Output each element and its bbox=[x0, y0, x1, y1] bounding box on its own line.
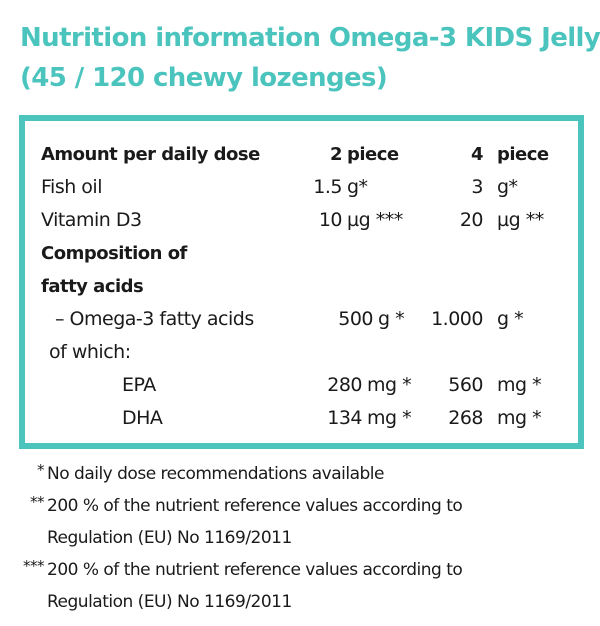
table-row-composition: Composition of bbox=[25, 237, 578, 270]
row-label: Vitamin D3 bbox=[41, 209, 142, 231]
row-value-1: 280 bbox=[327, 374, 362, 396]
row-unit-2: mg * bbox=[497, 374, 542, 396]
footnote-text: 200 % of the nutrient reference values a… bbox=[47, 496, 463, 516]
dose1-value: 2 bbox=[329, 144, 343, 165]
dose1-unit: piece bbox=[347, 144, 399, 165]
row-label: of which: bbox=[49, 341, 131, 363]
row-value-2: 268 bbox=[448, 407, 483, 429]
row-value-1: 500 bbox=[338, 308, 373, 330]
row-value-1: 10 bbox=[318, 209, 343, 231]
row-label: – Omega-3 fatty acids bbox=[55, 308, 254, 330]
row-value-2: 3 bbox=[471, 176, 483, 198]
row-unit-2: µg ** bbox=[497, 209, 544, 231]
table-row-epa: EPA 280 mg * 560 mg * bbox=[25, 369, 578, 402]
row-unit-2: g * bbox=[497, 308, 524, 330]
footnote-mark: *** bbox=[23, 557, 45, 575]
page-title: Nutrition information Omega-3 KIDS Jelly… bbox=[20, 18, 600, 98]
row-unit-1: g * bbox=[378, 308, 405, 330]
row-value-1: 134 bbox=[327, 407, 362, 429]
footnote-text-cont: Regulation (EU) No 1169/2011 bbox=[47, 592, 292, 612]
row-unit-1: g* bbox=[347, 176, 368, 198]
row-unit-1: mg * bbox=[367, 407, 412, 429]
row-unit-1: mg * bbox=[367, 374, 412, 396]
row-label: EPA bbox=[122, 374, 156, 396]
footnote-mark: ** bbox=[30, 493, 45, 511]
row-label: Composition of bbox=[41, 243, 187, 264]
row-label: DHA bbox=[122, 407, 163, 429]
table-row-dha: DHA 134 mg * 268 mg * bbox=[25, 402, 578, 435]
table-row-fatty-acids: fatty acids bbox=[25, 270, 578, 303]
dose2-value: 4 bbox=[470, 144, 484, 165]
table-row-of-which: of which: bbox=[25, 336, 578, 369]
table-header-row: Amount per daily dose 2 piece 4 piece bbox=[25, 138, 578, 171]
footnote-text: 200 % of the nutrient reference values a… bbox=[47, 560, 463, 580]
row-unit-1: µg *** bbox=[347, 209, 403, 231]
row-value-1: 1.5 bbox=[313, 176, 342, 198]
row-value-2: 20 bbox=[459, 209, 484, 231]
row-unit-2: g* bbox=[497, 176, 518, 198]
footnote-triple-asterisk: *** 200 % of the nutrient reference valu… bbox=[0, 554, 600, 618]
row-unit-2: mg * bbox=[497, 407, 542, 429]
footnote-single-asterisk: * No daily dose recommendations availabl… bbox=[0, 458, 600, 490]
footnote-text: No daily dose recommendations available bbox=[47, 464, 385, 484]
footnote-text-cont: Regulation (EU) No 1169/2011 bbox=[47, 528, 292, 548]
row-value-2: 560 bbox=[448, 374, 483, 396]
title-line-1: Nutrition information Omega-3 KIDS Jelly bbox=[20, 23, 600, 53]
table-row-fish-oil: Fish oil 1.5 g* 3 g* bbox=[25, 171, 578, 204]
footnotes: * No daily dose recommendations availabl… bbox=[0, 458, 600, 618]
header-label: Amount per daily dose bbox=[41, 144, 260, 165]
title-line-2: (45 / 120 chewy lozenges) bbox=[20, 63, 388, 93]
table-row-omega-3: – Omega-3 fatty acids 500 g * 1.000 g * bbox=[25, 303, 578, 336]
row-label: Fish oil bbox=[41, 176, 103, 198]
row-value-2: 1.000 bbox=[431, 308, 483, 330]
footnote-double-asterisk: ** 200 % of the nutrient reference value… bbox=[0, 490, 600, 554]
nutrition-table: Amount per daily dose 2 piece 4 piece Fi… bbox=[19, 115, 584, 449]
row-label: fatty acids bbox=[41, 276, 144, 297]
table-row-vitamin-d3: Vitamin D3 10 µg *** 20 µg ** bbox=[25, 204, 578, 237]
footnote-mark: * bbox=[37, 461, 45, 479]
dose2-unit: piece bbox=[497, 144, 549, 165]
